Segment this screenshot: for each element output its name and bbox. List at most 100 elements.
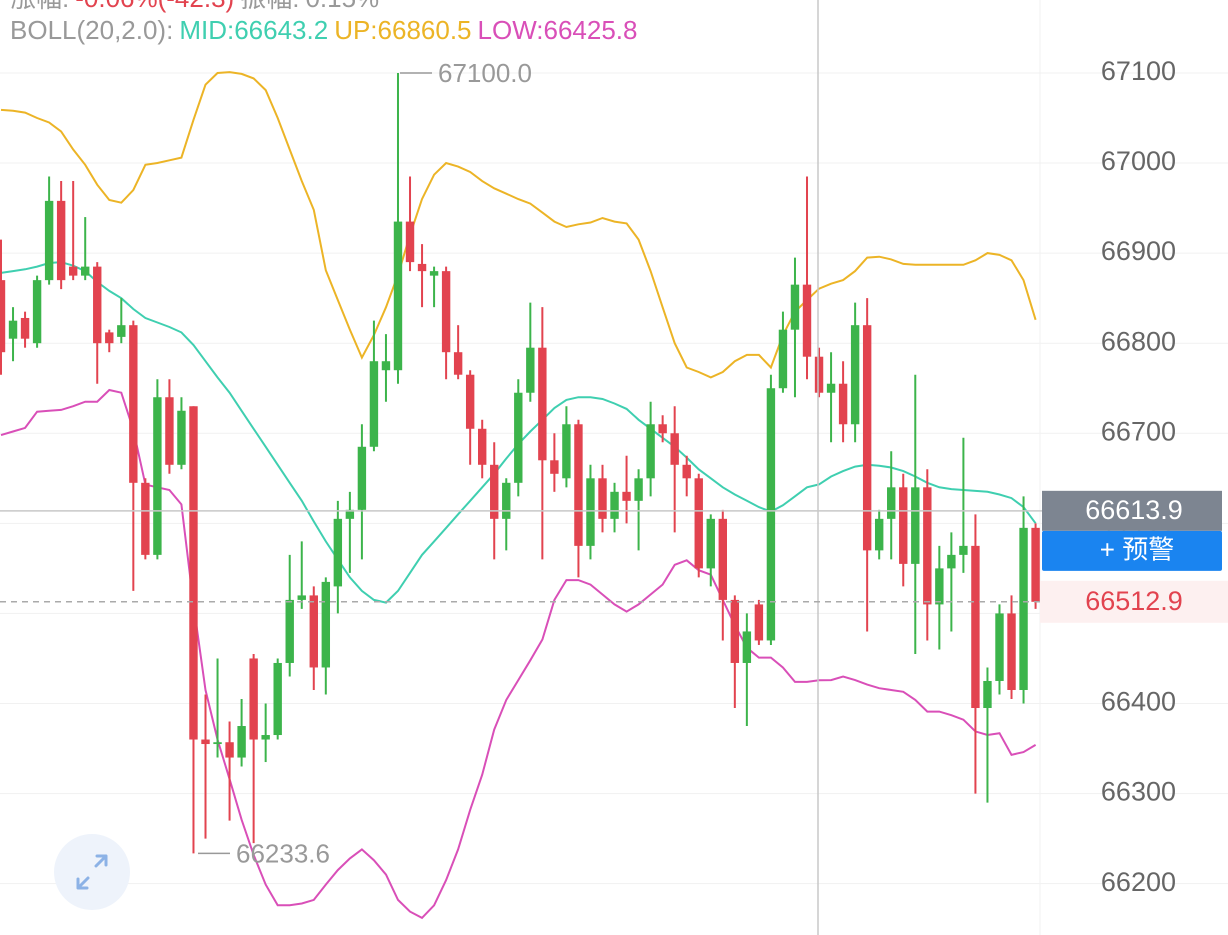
candle-body [694, 478, 703, 569]
candle-body [44, 200, 54, 281]
candle-body [81, 266, 90, 276]
candle-body [441, 271, 451, 353]
annotation-label: 67100.0 [438, 58, 532, 88]
candle-body [862, 325, 872, 551]
boll-line [0, 388, 1037, 920]
candle-body [117, 325, 126, 337]
candle-body [105, 332, 114, 344]
candle-body [538, 347, 547, 461]
y-tick-label: 66200 [1101, 867, 1176, 897]
candle-body [429, 271, 439, 276]
candle-body [874, 518, 884, 551]
candle-body [297, 595, 306, 600]
candle-body [586, 478, 595, 546]
expand-button[interactable] [54, 834, 130, 910]
candle-body [634, 478, 643, 501]
header-text: 0.15% [305, 0, 379, 13]
candle-body [249, 658, 258, 740]
candle-body [706, 518, 715, 569]
crosshair-badge [1042, 490, 1222, 531]
y-tick-label: 66700 [1101, 416, 1176, 446]
candle-body [622, 491, 631, 501]
candle-body [742, 631, 752, 663]
candle-body [381, 361, 391, 371]
candle-body [201, 739, 210, 745]
expand-icon [76, 854, 108, 890]
candle-body [959, 545, 968, 555]
candle-body [778, 329, 788, 389]
candle-body [189, 406, 198, 740]
candle-body [32, 280, 42, 344]
last-price-badge [1040, 580, 1228, 623]
boll-line [0, 71, 1037, 379]
candle-body [754, 604, 764, 641]
candle-body [393, 221, 403, 371]
y-tick-label: 66900 [1101, 236, 1176, 266]
candle-body [670, 433, 679, 465]
candle-body [8, 320, 18, 339]
candle-body [490, 464, 499, 519]
candle-body [237, 726, 246, 758]
y-tick-label: 66400 [1101, 687, 1176, 717]
candle-body [911, 487, 920, 564]
candle-body [321, 581, 331, 668]
candle-body [598, 478, 607, 519]
candle-body [790, 284, 800, 330]
candle-body [165, 397, 174, 465]
candles [0, 72, 1040, 854]
candle-body [514, 392, 523, 483]
candle-body [369, 361, 379, 447]
candle-body [947, 554, 956, 569]
candle-body [0, 280, 6, 353]
candle-body [983, 680, 992, 709]
candle-body [899, 487, 908, 564]
header-text: 振幅: [240, 0, 299, 13]
candle-body [345, 509, 355, 519]
candle-body [550, 460, 559, 474]
candle-body [93, 266, 102, 344]
candle-body [68, 266, 78, 276]
crosshair-price: 66613.9 [1085, 495, 1183, 525]
candle-body [333, 518, 343, 587]
candle-body [838, 383, 848, 425]
candle-body [357, 446, 367, 510]
candle-body [766, 388, 776, 641]
candle-body [129, 325, 138, 483]
candle-body [802, 284, 812, 357]
candle-body [417, 263, 427, 272]
alert-button-label[interactable]: + 预警 [1100, 535, 1174, 565]
header-text: MID:66643.2 [179, 15, 328, 45]
candle-body [730, 599, 740, 663]
candle-body [225, 742, 234, 758]
candle-body [20, 317, 30, 339]
candle-body [153, 397, 162, 555]
candle-body [273, 662, 282, 736]
candle-body [814, 356, 824, 393]
candle-body [682, 464, 691, 479]
expand-circle [54, 834, 130, 910]
header-text: BOLL(20,2.0): [10, 15, 173, 45]
candle-body [995, 613, 1004, 681]
candle-body [261, 735, 270, 740]
header-text: 涨幅: [10, 0, 69, 13]
candle-body [574, 424, 583, 546]
candle-body [141, 482, 150, 555]
y-tick-label: 66800 [1101, 326, 1176, 356]
header-text: UP:66860.5 [334, 15, 471, 45]
candle-body [526, 347, 535, 393]
candle-body [562, 424, 571, 479]
candle-body [502, 482, 511, 519]
candle-body [850, 325, 860, 425]
candle-body [887, 487, 896, 519]
candle-body [1019, 527, 1028, 690]
candle-body [923, 487, 932, 605]
candle-body [56, 200, 66, 281]
candle-body [285, 599, 294, 663]
candle-body [1007, 613, 1016, 690]
alert-button[interactable] [1042, 530, 1222, 571]
candle-body [971, 545, 980, 709]
overlay: 67100.0 66233.6 66613.9 + 预警 66512.9 [0, 58, 1228, 868]
candle-body [453, 352, 463, 375]
header-text: LOW:66425.8 [478, 15, 638, 45]
